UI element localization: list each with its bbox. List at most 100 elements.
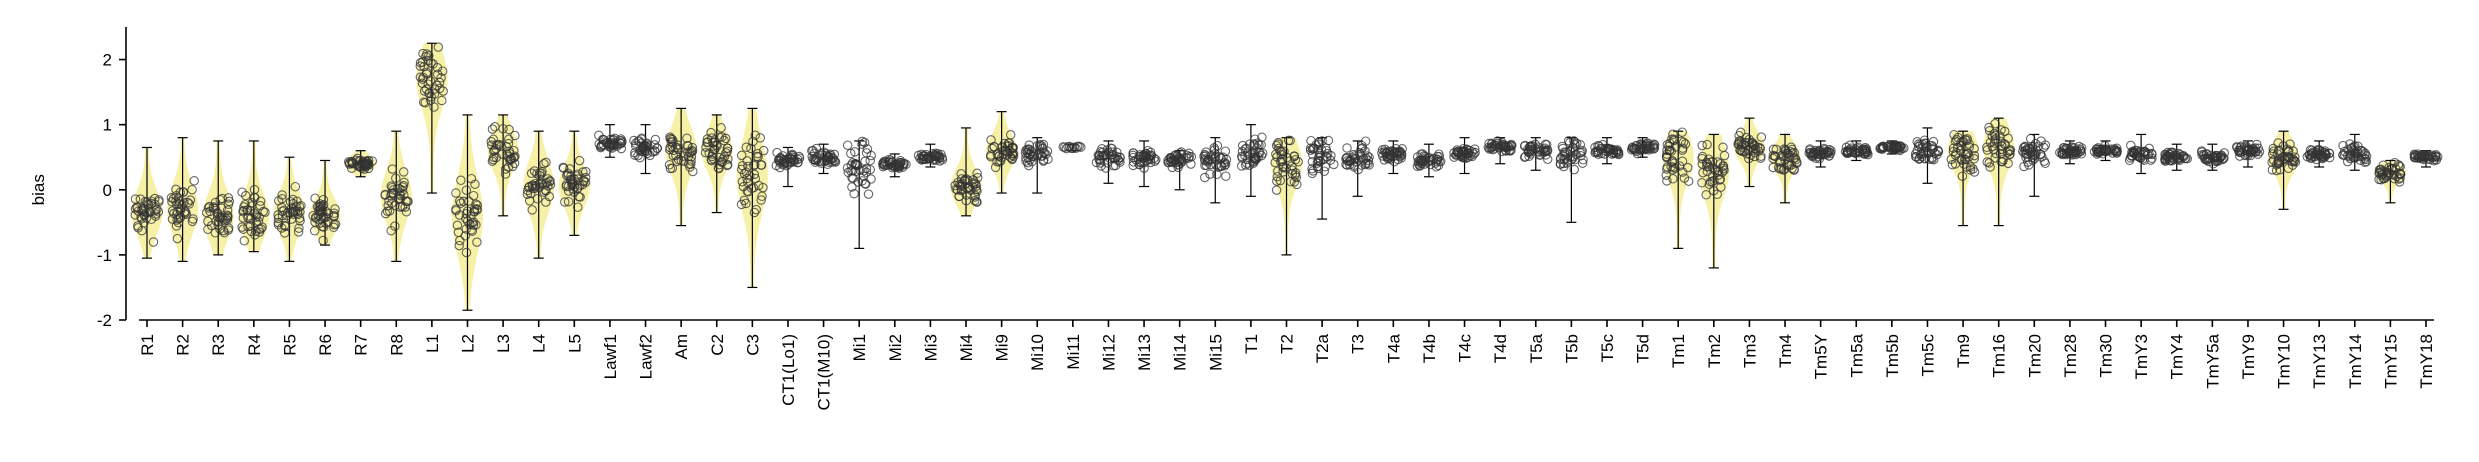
- data-point: [849, 188, 859, 199]
- y-tick-label: 1: [103, 116, 112, 135]
- x-tick-label: Tm2: [1705, 334, 1724, 368]
- data-point: [216, 203, 227, 213]
- data-point: [2005, 145, 2016, 155]
- data-point: [460, 231, 471, 241]
- data-point: [847, 182, 857, 192]
- points-T2: [1270, 135, 1303, 195]
- data-point: [704, 148, 714, 158]
- data-point: [1415, 160, 1425, 171]
- data-point: [1289, 177, 1300, 187]
- data-point: [700, 147, 711, 158]
- y-axis-title: bias: [29, 174, 48, 205]
- group-TmY4: [2160, 143, 2193, 171]
- data-point: [810, 157, 821, 168]
- data-point: [535, 168, 545, 179]
- data-point: [2126, 140, 2136, 151]
- data-point: [238, 205, 249, 216]
- data-point: [238, 213, 249, 223]
- data-point: [2160, 154, 2171, 165]
- data-point: [1221, 171, 1231, 181]
- data-point: [1417, 158, 1427, 169]
- points-T4c: [1449, 143, 1480, 163]
- points-Tm5Y: [1804, 143, 1836, 164]
- x-tick-label: Tm3: [1740, 334, 1759, 368]
- data-point: [684, 159, 694, 169]
- data-point: [380, 208, 391, 219]
- data-point: [1249, 156, 1259, 166]
- group-Tm5b: [1875, 140, 1909, 156]
- data-point: [185, 195, 196, 205]
- data-point: [857, 176, 867, 186]
- data-point: [1356, 160, 1367, 170]
- data-point: [1029, 151, 1039, 161]
- data-point: [1697, 140, 1707, 151]
- data-point: [1982, 157, 1992, 167]
- data-point: [510, 130, 520, 141]
- data-point: [1210, 148, 1220, 159]
- data-point: [1218, 152, 1228, 162]
- data-point: [487, 124, 498, 134]
- data-point: [667, 141, 678, 152]
- data-point: [415, 72, 426, 82]
- data-point: [1611, 146, 1621, 156]
- points-T5d: [1626, 138, 1660, 159]
- x-tick-label: L3: [494, 334, 513, 353]
- data-point: [1950, 136, 1961, 146]
- x-tick-label: T4a: [1384, 333, 1403, 363]
- data-point: [1428, 153, 1439, 164]
- data-point: [1286, 176, 1296, 187]
- group-Am: [664, 107, 698, 227]
- group-Tm5c: [1910, 127, 1944, 184]
- data-point: [1558, 143, 1568, 154]
- data-point: [2134, 147, 2145, 157]
- data-point: [954, 191, 964, 202]
- data-point: [753, 152, 763, 162]
- x-tick-label: R5: [280, 334, 299, 356]
- y-tick-label: -2: [97, 311, 112, 330]
- x-tick-label: Mi4: [957, 334, 976, 361]
- data-point: [544, 191, 555, 202]
- data-point: [171, 196, 181, 207]
- data-point: [787, 152, 798, 163]
- data-point: [1141, 149, 1152, 159]
- data-point: [1674, 161, 1685, 171]
- data-point: [1451, 150, 1461, 160]
- data-point: [1170, 156, 1180, 166]
- points-T5b: [1555, 135, 1588, 175]
- data-point: [1451, 149, 1462, 160]
- group-L4: [522, 130, 556, 259]
- data-point: [1249, 139, 1259, 149]
- x-tick-label: TmY18: [2417, 334, 2436, 389]
- data-point: [2161, 153, 2172, 163]
- x-tick-label: C2: [708, 334, 727, 356]
- data-point: [2409, 149, 2420, 160]
- x-tick-label: R1: [138, 334, 157, 356]
- data-point: [433, 42, 444, 52]
- group-L2: [451, 114, 483, 311]
- points-TmY18: [2409, 149, 2443, 166]
- data-point: [429, 102, 439, 112]
- group-Tm16: [1982, 117, 2016, 227]
- data-point: [1990, 135, 2000, 145]
- points-T3: [1341, 136, 1374, 175]
- data-point: [598, 134, 608, 145]
- data-point: [1577, 158, 1588, 168]
- data-point: [1356, 144, 1366, 154]
- data-point: [329, 220, 339, 230]
- data-point: [850, 160, 861, 170]
- data-point: [643, 141, 653, 151]
- data-point: [2267, 165, 2278, 175]
- data-point: [1626, 144, 1637, 155]
- group-T5a: [1519, 137, 1553, 171]
- data-point: [1007, 142, 1017, 153]
- data-point: [672, 140, 683, 150]
- data-point: [1360, 159, 1371, 170]
- data-point: [1273, 137, 1284, 148]
- data-point: [1744, 137, 1754, 148]
- group-Lawf2: [629, 124, 663, 175]
- plot-area: [130, 42, 2443, 311]
- points-Mi9: [985, 130, 1019, 173]
- x-tick-label: TmY10: [2275, 334, 2294, 389]
- data-point: [1780, 146, 1791, 156]
- data-point: [2236, 141, 2247, 151]
